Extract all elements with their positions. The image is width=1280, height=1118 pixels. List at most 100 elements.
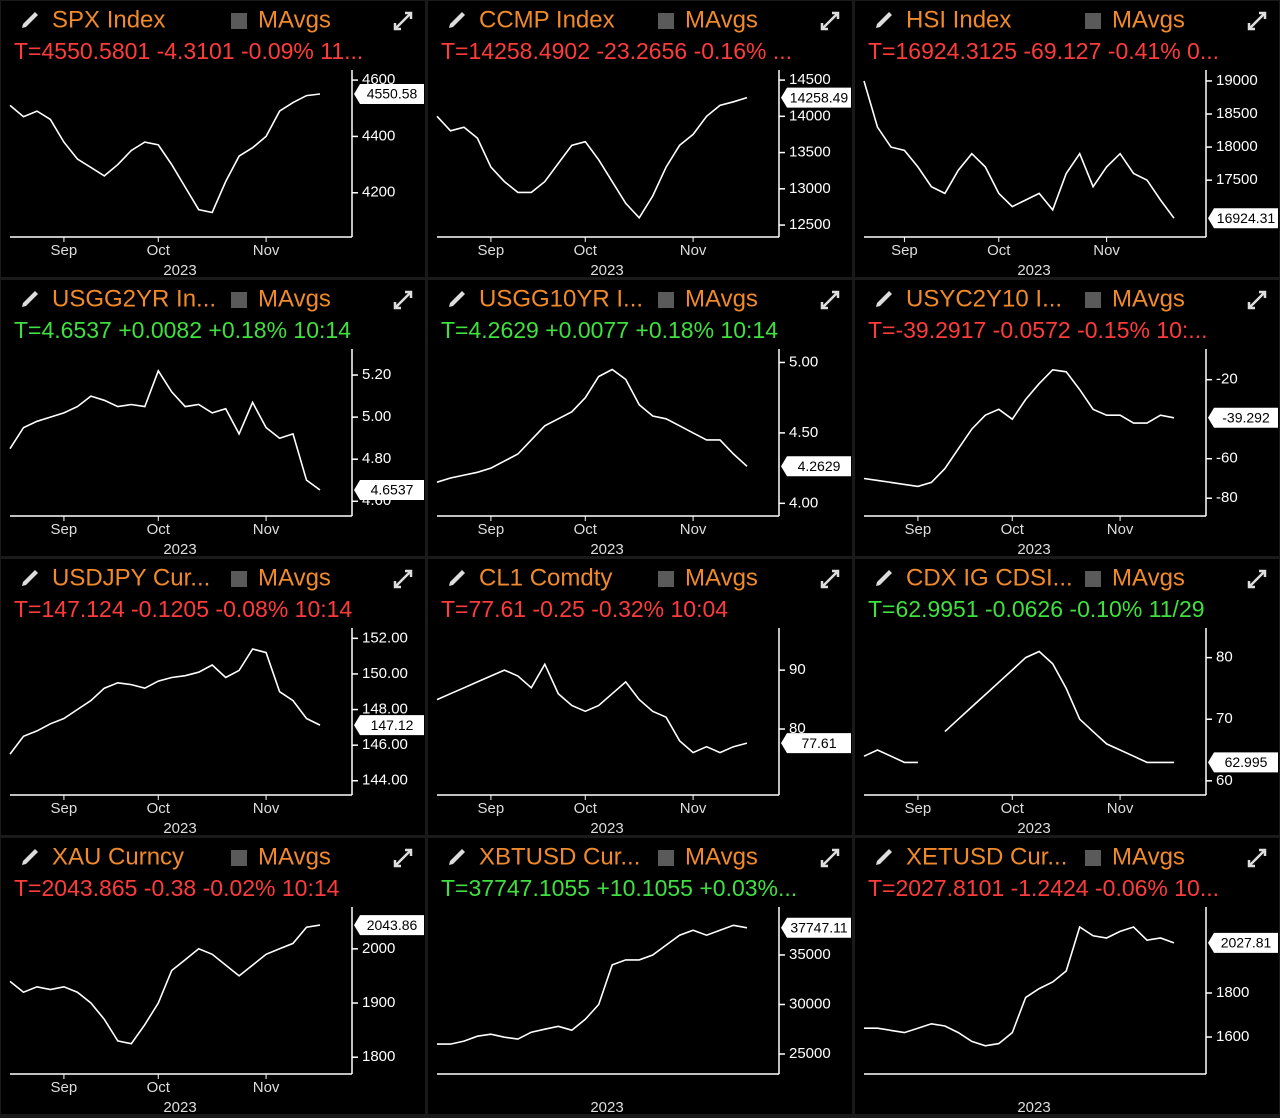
y-tick-label: 1900 [362,994,395,1011]
edit-icon[interactable] [22,12,38,28]
mavgs-checkbox[interactable] [231,571,247,587]
last-value-box [1208,752,1278,773]
mavgs-label: MAvgs [258,843,331,870]
expand-icon[interactable] [393,848,413,868]
mavgs-checkbox[interactable] [231,850,247,866]
x-tick-label: Oct [147,1079,171,1096]
edit-icon[interactable] [22,291,38,307]
last-value-label: -39.292 [1222,409,1270,425]
panel-title: SPX Index [52,6,165,33]
mavgs-checkbox[interactable] [231,292,247,308]
quote: T=16924.3125 -69.127 -0.41% 0... [868,38,1219,64]
edit-icon[interactable] [449,12,465,28]
panel [428,280,852,556]
x-axis-label: 2023 [1017,1099,1050,1116]
y-tick-label: 12500 [789,216,831,233]
x-tick-label: Oct [147,521,171,538]
last-value-label: 16924.31 [1217,210,1276,226]
price-line [436,662,748,754]
mavgs-checkbox[interactable] [1085,571,1101,587]
mavgs-label: MAvgs [258,6,331,33]
mavgs-checkbox[interactable] [658,13,674,29]
edit-icon[interactable] [876,12,892,28]
expand-icon[interactable] [1247,569,1267,589]
price-line [864,925,1175,1047]
mavgs-checkbox[interactable] [658,292,674,308]
mavgs-label: MAvgs [258,285,331,312]
expand-icon[interactable] [820,11,840,31]
last-value-box [781,917,851,938]
x-axis-label: 2023 [1017,541,1050,558]
mavgs-checkbox[interactable] [1085,292,1101,308]
y-tick-label: 80 [789,720,806,737]
panel [1,280,425,556]
panel [1,838,425,1114]
mavgs-checkbox[interactable] [1085,850,1101,866]
edit-icon[interactable] [449,291,465,307]
last-value-box [1208,932,1278,953]
x-axis-label: 2023 [163,820,196,837]
mavgs-checkbox[interactable] [658,571,674,587]
expand-icon[interactable] [393,11,413,31]
price-line [436,368,748,483]
price-line [863,650,1174,764]
x-tick-label: Oct [1001,800,1025,817]
x-axis-label: 2023 [590,1099,623,1116]
y-tick-label: 5.00 [789,353,818,370]
x-axis-label: 2023 [590,541,623,558]
expand-icon[interactable] [820,290,840,310]
edit-icon[interactable] [22,570,38,586]
edit-icon[interactable] [876,849,892,865]
expand-icon[interactable] [820,848,840,868]
mavgs-label: MAvgs [258,564,331,591]
panel-title: XAU Curncy [52,843,184,870]
panel-title: XBTUSD Cur... [479,843,640,870]
mavgs-checkbox[interactable] [231,13,247,29]
x-tick-label: Oct [574,521,598,538]
panel [428,838,852,1114]
x-tick-label: Oct [574,242,598,259]
x-axis-label: 2023 [163,1099,196,1116]
edit-icon[interactable] [876,570,892,586]
quote: T=-39.2917 -0.0572 -0.15% 10:... [868,317,1207,343]
x-tick-label: Nov [680,521,707,538]
x-axis-label: 2023 [163,541,196,558]
quote: T=77.61 -0.25 -0.32% 10:04 [441,596,728,622]
y-tick-label: 152.00 [362,629,408,646]
expand-icon[interactable] [1247,290,1267,310]
expand-icon[interactable] [393,569,413,589]
price-line [436,96,748,220]
mavgs-checkbox[interactable] [1085,13,1101,29]
y-tick-label: 4400 [362,127,395,144]
panel-title: CDX IG CDSI... [906,564,1073,591]
edit-icon[interactable] [876,291,892,307]
x-tick-label: Nov [253,1079,280,1096]
expand-icon[interactable] [820,569,840,589]
mavgs-label: MAvgs [685,564,758,591]
mavgs-label: MAvgs [1112,843,1185,870]
edit-icon[interactable] [22,849,38,865]
panel [1,559,425,835]
expand-icon[interactable] [1247,848,1267,868]
last-value-label: 37747.11 [790,919,848,935]
y-tick-label: 80 [1216,649,1233,666]
y-tick-label: -60 [1216,450,1238,467]
mavgs-checkbox[interactable] [658,850,674,866]
y-tick-label: 1600 [1216,1028,1249,1045]
x-tick-label: Nov [1093,242,1120,259]
quote: T=62.9951 -0.0626 -0.10% 11/29 [868,596,1205,622]
last-value-box [354,915,424,936]
last-value-label: 4.6537 [371,482,414,498]
y-tick-label: 13500 [789,144,831,161]
expand-icon[interactable] [393,290,413,310]
edit-icon[interactable] [449,570,465,586]
price-line [9,924,321,1045]
x-tick-label: Oct [147,800,171,817]
y-tick-label: 5.20 [362,366,391,383]
expand-icon[interactable] [1247,11,1267,31]
x-tick-label: Nov [680,242,707,259]
y-tick-label: 25000 [789,1045,831,1062]
edit-icon[interactable] [449,849,465,865]
last-value-box [781,87,851,108]
x-tick-label: Sep [51,242,78,259]
